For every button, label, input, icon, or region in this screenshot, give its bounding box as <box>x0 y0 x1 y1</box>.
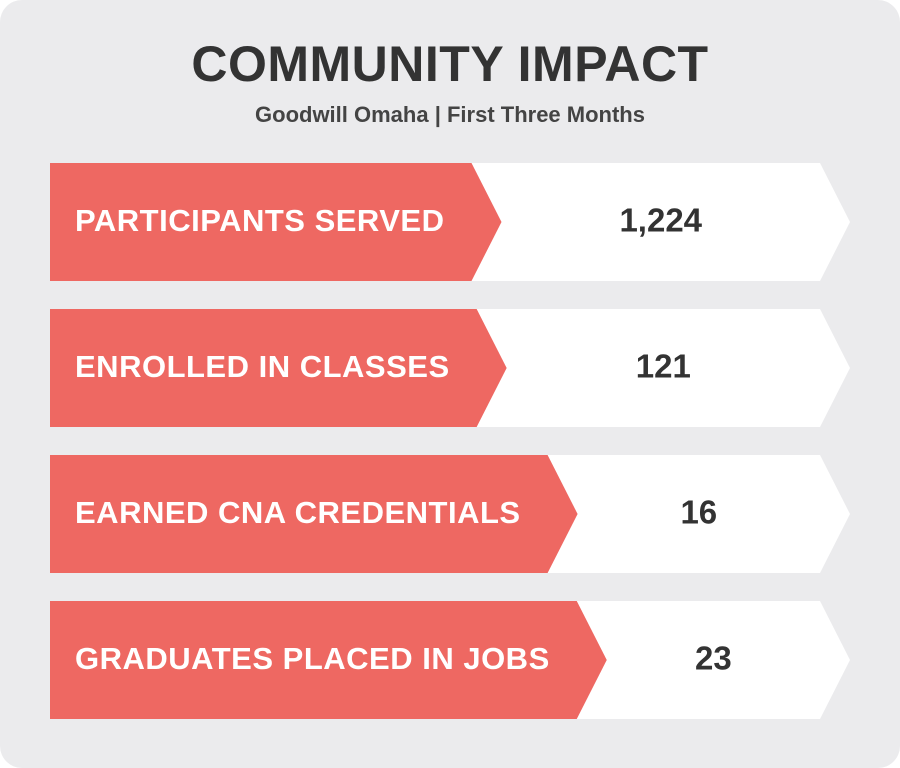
label-arrow <box>50 163 502 281</box>
rows: PARTICIPANTS SERVED 1,224 ENROLLED IN CLAS… <box>50 163 850 719</box>
item-label: PARTICIPANTS SERVED <box>75 203 445 238</box>
label-arrow <box>50 455 578 573</box>
item-value: 121 <box>636 348 691 385</box>
item-label: EARNED CNA CREDENTIALS <box>75 495 521 530</box>
item-label: GRADUATES PLACED IN JOBS <box>75 641 550 676</box>
item-label: ENROLLED IN CLASSES <box>75 349 450 384</box>
item-value: 23 <box>695 640 732 677</box>
label-arrow <box>50 309 507 427</box>
subtitle: Goodwill Omaha | First Three Months <box>255 102 645 127</box>
item-value: 16 <box>680 494 717 531</box>
title: COMMUNITY IMPACT <box>191 36 708 92</box>
item-value: 1,224 <box>619 202 702 239</box>
label-arrow <box>50 601 607 719</box>
